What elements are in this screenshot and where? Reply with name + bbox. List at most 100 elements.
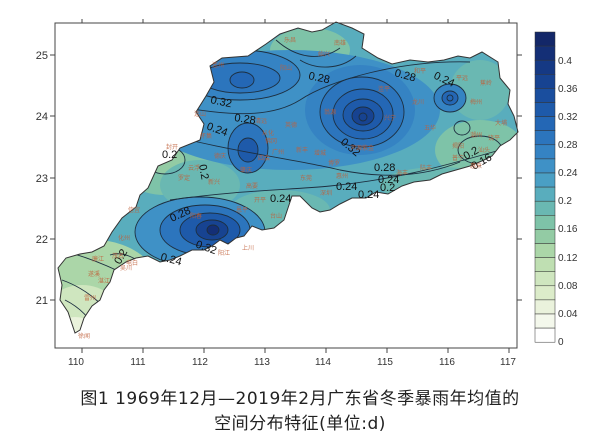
y-tick-labels: 25 24 23 22 21 bbox=[36, 50, 48, 307]
svg-text:0.24: 0.24 bbox=[336, 181, 357, 193]
svg-text:110: 110 bbox=[68, 357, 84, 368]
svg-text:五华: 五华 bbox=[424, 124, 436, 132]
svg-text:0.08: 0.08 bbox=[558, 281, 578, 292]
svg-text:台山: 台山 bbox=[270, 212, 282, 220]
svg-text:0.12: 0.12 bbox=[558, 253, 578, 264]
svg-text:梅州: 梅州 bbox=[470, 98, 482, 106]
svg-text:113: 113 bbox=[254, 357, 270, 368]
svg-text:深圳: 深圳 bbox=[320, 189, 332, 197]
svg-text:罗定: 罗定 bbox=[178, 174, 190, 182]
svg-text:连山: 连山 bbox=[194, 110, 206, 118]
svg-text:0.24: 0.24 bbox=[159, 251, 183, 268]
svg-text:惠来: 惠来 bbox=[470, 162, 482, 170]
svg-text:0.16: 0.16 bbox=[558, 224, 578, 235]
svg-text:0.4: 0.4 bbox=[558, 56, 572, 67]
svg-text:汕头: 汕头 bbox=[478, 146, 490, 154]
svg-text:高要: 高要 bbox=[246, 182, 258, 190]
svg-text:0.04: 0.04 bbox=[558, 309, 578, 320]
svg-text:饶平: 饶平 bbox=[488, 134, 500, 142]
svg-text:112: 112 bbox=[192, 357, 208, 368]
svg-text:吴川: 吴川 bbox=[120, 265, 132, 272]
svg-text:阳江: 阳江 bbox=[218, 249, 230, 257]
svg-text:茂名: 茂名 bbox=[112, 252, 124, 260]
svg-text:怀集: 怀集 bbox=[200, 132, 212, 140]
svg-text:24: 24 bbox=[36, 111, 48, 123]
colorbar-labels: 0.4 0.36 0.32 0.28 0.24 0.2 0.16 0.12 0.… bbox=[558, 56, 578, 348]
svg-text:0.28: 0.28 bbox=[374, 162, 395, 174]
svg-text:乐昌: 乐昌 bbox=[284, 37, 296, 44]
svg-text:始兴: 始兴 bbox=[318, 50, 330, 58]
svg-text:湛江: 湛江 bbox=[98, 278, 110, 285]
svg-text:化州: 化州 bbox=[118, 234, 130, 242]
svg-text:封开: 封开 bbox=[166, 143, 178, 151]
svg-text:0.24: 0.24 bbox=[270, 193, 291, 205]
svg-text:雷州: 雷州 bbox=[84, 295, 96, 302]
svg-text:海丰: 海丰 bbox=[396, 169, 408, 177]
svg-text:佛冈: 佛冈 bbox=[265, 137, 277, 145]
svg-text:116: 116 bbox=[439, 357, 455, 368]
svg-text:兴宁: 兴宁 bbox=[384, 114, 396, 122]
svg-text:0.24: 0.24 bbox=[358, 189, 379, 201]
svg-text:遂溪: 遂溪 bbox=[88, 270, 100, 278]
svg-text:115: 115 bbox=[377, 357, 393, 368]
svg-text:22: 22 bbox=[36, 234, 48, 246]
svg-text:连州: 连州 bbox=[212, 61, 224, 69]
svg-text:广州: 广州 bbox=[272, 148, 284, 156]
y-axis bbox=[50, 54, 522, 301]
svg-text:肇庆: 肇庆 bbox=[240, 166, 252, 174]
svg-text:蕉岭: 蕉岭 bbox=[480, 79, 492, 87]
svg-text:东莞: 东莞 bbox=[300, 174, 312, 182]
svg-text:从化: 从化 bbox=[262, 129, 274, 137]
svg-text:普宁: 普宁 bbox=[452, 154, 464, 162]
svg-text:0.32: 0.32 bbox=[558, 112, 578, 123]
svg-text:阳山: 阳山 bbox=[280, 64, 292, 72]
province-outline bbox=[57, 21, 519, 334]
svg-text:0.32: 0.32 bbox=[209, 94, 232, 110]
svg-text:大埔: 大埔 bbox=[495, 119, 507, 127]
svg-text:惠州: 惠州 bbox=[336, 172, 348, 180]
svg-text:英德: 英德 bbox=[285, 121, 297, 129]
svg-text:111: 111 bbox=[130, 357, 146, 368]
svg-text:南雄: 南雄 bbox=[334, 39, 346, 47]
city-labels: 乐昌 南雄 始兴 连州 连山 阳山 英德 翁源 连平 和平 龙川 平远 蕉岭 梅… bbox=[78, 37, 507, 340]
colorbar bbox=[534, 31, 556, 343]
svg-text:0.24: 0.24 bbox=[558, 168, 578, 179]
svg-text:0.2: 0.2 bbox=[162, 149, 177, 161]
svg-text:0.28: 0.28 bbox=[558, 140, 578, 151]
svg-text:恩平: 恩平 bbox=[236, 207, 248, 214]
svg-text:徐闻: 徐闻 bbox=[78, 332, 90, 340]
svg-text:电白: 电白 bbox=[126, 259, 138, 267]
svg-text:清远: 清远 bbox=[255, 117, 267, 125]
figure-caption-line-2: 空间分布特征(单位:d) bbox=[214, 414, 386, 434]
svg-text:连平: 连平 bbox=[378, 85, 390, 93]
svg-text:德庆: 德庆 bbox=[214, 152, 226, 160]
svg-text:信宜: 信宜 bbox=[128, 206, 140, 214]
x-axis bbox=[81, 19, 510, 353]
x-tick-labels: 110 111 112 113 114 115 116 117 bbox=[68, 357, 516, 368]
svg-text:翁源: 翁源 bbox=[324, 108, 336, 116]
svg-text:开平: 开平 bbox=[254, 197, 266, 204]
svg-text:增城: 增城 bbox=[314, 149, 326, 157]
svg-text:廉江: 廉江 bbox=[92, 255, 104, 263]
svg-text:0.2: 0.2 bbox=[196, 163, 210, 180]
figure-caption-line-1: 图1 1969年12月—2019年2月广东省冬季暴雨年均值的 bbox=[80, 389, 520, 409]
svg-text:0.28: 0.28 bbox=[234, 112, 257, 127]
svg-text:紫金: 紫金 bbox=[362, 144, 374, 152]
svg-text:陆丰: 陆丰 bbox=[420, 164, 432, 172]
svg-text:23: 23 bbox=[36, 173, 48, 185]
svg-text:0.2: 0.2 bbox=[558, 196, 572, 207]
svg-text:0.24: 0.24 bbox=[378, 174, 399, 186]
svg-text:0.2: 0.2 bbox=[380, 182, 395, 194]
svg-text:0.36: 0.36 bbox=[558, 84, 578, 95]
svg-text:上川: 上川 bbox=[242, 244, 254, 252]
svg-text:博罗: 博罗 bbox=[328, 159, 340, 167]
svg-text:平远: 平远 bbox=[456, 74, 468, 82]
svg-text:四会: 四会 bbox=[258, 154, 270, 162]
svg-text:0.28: 0.28 bbox=[393, 67, 417, 84]
svg-text:阳春: 阳春 bbox=[190, 212, 202, 220]
svg-text:和平: 和平 bbox=[414, 67, 426, 75]
svg-text:114: 114 bbox=[315, 357, 331, 368]
svg-text:新丰: 新丰 bbox=[296, 146, 308, 154]
svg-text:0.28: 0.28 bbox=[307, 70, 330, 86]
